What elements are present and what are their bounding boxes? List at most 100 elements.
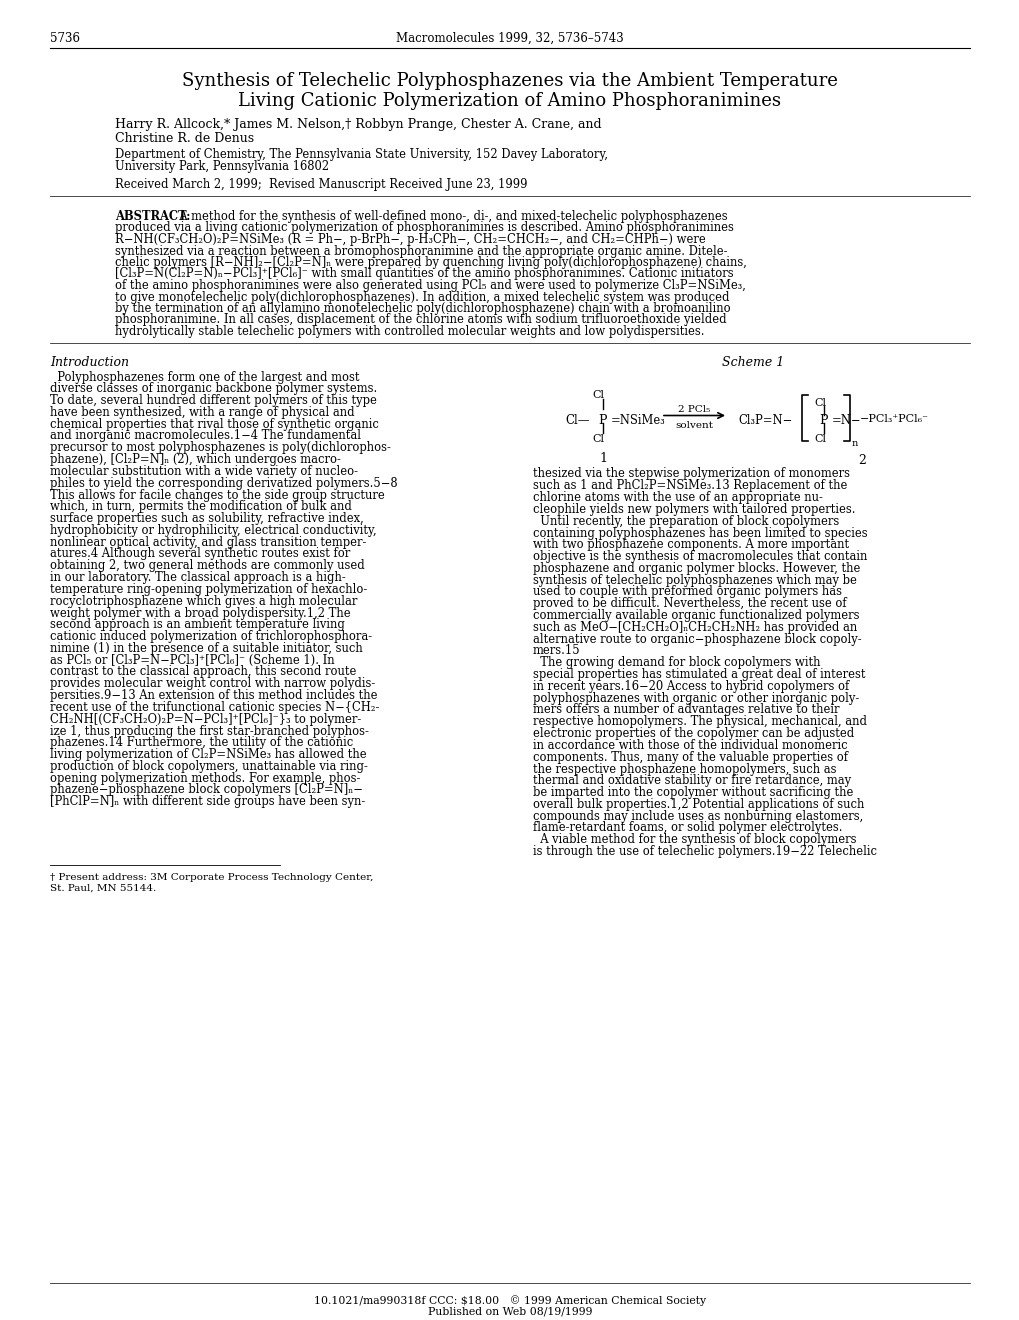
Text: atures.4 Although several synthetic routes exist for: atures.4 Although several synthetic rout…	[50, 548, 350, 561]
Text: R−NH(CF₃CH₂O)₂P=NSiMe₃ (R = Ph−, p-BrPh−, p-H₃CPh−, CH₂=CHCH₂−, and CH₂=CHPh−) w: R−NH(CF₃CH₂O)₂P=NSiMe₃ (R = Ph−, p-BrPh−…	[115, 234, 705, 246]
Text: flame-retardant foams, or solid polymer electrolytes.: flame-retardant foams, or solid polymer …	[533, 821, 842, 834]
Text: obtaining 2, two general methods are commonly used: obtaining 2, two general methods are com…	[50, 560, 365, 573]
Text: with two phosphazene components. A more important: with two phosphazene components. A more …	[533, 539, 848, 552]
Text: Cl: Cl	[591, 391, 603, 400]
Text: [PhClP=N]ₙ with different side groups have been syn-: [PhClP=N]ₙ with different side groups ha…	[50, 795, 365, 808]
Text: Scheme 1: Scheme 1	[721, 356, 784, 370]
Text: molecular substitution with a wide variety of nucleo-: molecular substitution with a wide varie…	[50, 465, 358, 478]
Text: University Park, Pennsylvania 16802: University Park, Pennsylvania 16802	[115, 160, 329, 173]
Text: CH₂NH[(CF₃CH₂O)₂P=N−PCl₃]⁺[PCl₆]⁻}₃ to polymer-: CH₂NH[(CF₃CH₂O)₂P=N−PCl₃]⁺[PCl₆]⁻}₃ to p…	[50, 713, 361, 726]
Text: hydrolytically stable telechelic polymers with controlled molecular weights and : hydrolytically stable telechelic polymer…	[115, 325, 704, 338]
Text: containing polyphosphazenes has been limited to species: containing polyphosphazenes has been lim…	[533, 527, 867, 540]
Text: phazene), [Cl₂P=N]ₙ (2), which undergoes macro-: phazene), [Cl₂P=N]ₙ (2), which undergoes…	[50, 453, 340, 466]
Text: philes to yield the corresponding derivatized polymers.5−8: philes to yield the corresponding deriva…	[50, 477, 397, 490]
Text: second approach is an ambient temperature living: second approach is an ambient temperatur…	[50, 618, 344, 631]
Text: diverse classes of inorganic backbone polymer systems.: diverse classes of inorganic backbone po…	[50, 383, 377, 395]
Text: chelic polymers [R−NH]₂−[Cl₂P=N]ₙ were prepared by quenching living poly(dichlor: chelic polymers [R−NH]₂−[Cl₂P=N]ₙ were p…	[115, 256, 746, 269]
Text: compounds may include uses as nonburning elastomers,: compounds may include uses as nonburning…	[533, 809, 862, 822]
Text: Published on Web 08/19/1999: Published on Web 08/19/1999	[427, 1307, 592, 1317]
Text: 2: 2	[857, 454, 865, 467]
Text: weight polymer with a broad polydispersity.1,2 The: weight polymer with a broad polydispersi…	[50, 606, 351, 619]
Text: persities.9−13 An extension of this method includes the: persities.9−13 An extension of this meth…	[50, 689, 377, 702]
Text: such as 1 and PhCl₂P=NSiMe₃.13 Replacement of the: such as 1 and PhCl₂P=NSiMe₃.13 Replaceme…	[533, 479, 847, 492]
Text: the respective phosphazene homopolymers, such as: the respective phosphazene homopolymers,…	[533, 763, 836, 776]
Text: A method for the synthesis of well-defined mono-, di-, and mixed-telechelic poly: A method for the synthesis of well-defin…	[172, 210, 727, 223]
Text: used to couple with preformed organic polymers has: used to couple with preformed organic po…	[533, 586, 841, 598]
Text: production of block copolymers, unattainable via ring-: production of block copolymers, unattain…	[50, 760, 368, 774]
Text: P: P	[598, 413, 606, 426]
Text: alternative route to organic−phosphazene block copoly-: alternative route to organic−phosphazene…	[533, 632, 861, 645]
Text: chemical properties that rival those of synthetic organic: chemical properties that rival those of …	[50, 417, 378, 430]
Text: [Cl₃P=N(Cl₂P=N)ₙ−PCl₃]⁺[PCl₆]⁻ with small quantities of the amino phosphoranimin: [Cl₃P=N(Cl₂P=N)ₙ−PCl₃]⁺[PCl₆]⁻ with smal…	[115, 268, 733, 281]
Text: in our laboratory. The classical approach is a high-: in our laboratory. The classical approac…	[50, 572, 345, 583]
Text: Macromolecules 1999, 32, 5736–5743: Macromolecules 1999, 32, 5736–5743	[395, 32, 624, 45]
Text: Harry R. Allcock,* James M. Nelson,† Robbyn Prange, Chester A. Crane, and: Harry R. Allcock,* James M. Nelson,† Rob…	[115, 117, 601, 131]
Text: 10.1021/ma990318f CCC: $18.00   © 1999 American Chemical Society: 10.1021/ma990318f CCC: $18.00 © 1999 Ame…	[314, 1295, 705, 1305]
Text: overall bulk properties.1,2 Potential applications of such: overall bulk properties.1,2 Potential ap…	[533, 797, 863, 810]
Text: The growing demand for block copolymers with: The growing demand for block copolymers …	[533, 656, 819, 669]
Text: rocyclotriphosphazene which gives a high molecular: rocyclotriphosphazene which gives a high…	[50, 595, 357, 607]
Text: Polyphosphazenes form one of the largest and most: Polyphosphazenes form one of the largest…	[50, 371, 359, 384]
Text: polyphosphazenes with organic or other inorganic poly-: polyphosphazenes with organic or other i…	[533, 692, 858, 705]
Text: synthesis of telechelic polyphosphazenes which may be: synthesis of telechelic polyphosphazenes…	[533, 574, 856, 586]
Text: thesized via the stepwise polymerization of monomers: thesized via the stepwise polymerization…	[533, 467, 849, 480]
Text: =N−: =N−	[832, 413, 861, 426]
Text: be imparted into the copolymer without sacrificing the: be imparted into the copolymer without s…	[533, 787, 853, 799]
Text: St. Paul, MN 55144.: St. Paul, MN 55144.	[50, 884, 156, 892]
Text: nonlinear optical activity, and glass transition temper-: nonlinear optical activity, and glass tr…	[50, 536, 366, 549]
Text: which, in turn, permits the modification of bulk and: which, in turn, permits the modification…	[50, 500, 352, 513]
Text: recent use of the trifunctional cationic species N−{CH₂-: recent use of the trifunctional cationic…	[50, 701, 379, 714]
Text: thermal and oxidative stability or fire retardance, may: thermal and oxidative stability or fire …	[533, 775, 850, 787]
Text: contrast to the classical approach, this second route: contrast to the classical approach, this…	[50, 665, 356, 678]
Text: † Present address: 3M Corporate Process Technology Center,: † Present address: 3M Corporate Process …	[50, 873, 373, 882]
Text: have been synthesized, with a range of physical and: have been synthesized, with a range of p…	[50, 407, 355, 418]
Text: of the amino phosphoranimines were also generated using PCl₅ and were used to po: of the amino phosphoranimines were also …	[115, 279, 745, 292]
Text: and inorganic macromolecules.1−4 The fundamental: and inorganic macromolecules.1−4 The fun…	[50, 429, 361, 442]
Text: A viable method for the synthesis of block copolymers: A viable method for the synthesis of blo…	[533, 833, 856, 846]
Text: phosphoranimine. In all cases, displacement of the chlorine atoms with sodium tr: phosphoranimine. In all cases, displacem…	[115, 314, 726, 326]
Text: phazenes.14 Furthermore, the utility of the cationic: phazenes.14 Furthermore, the utility of …	[50, 737, 353, 750]
Text: To date, several hundred different polymers of this type: To date, several hundred different polym…	[50, 395, 376, 407]
Text: commercially available organic functionalized polymers: commercially available organic functiona…	[533, 609, 859, 622]
Text: temperature ring-opening polymerization of hexachlo-: temperature ring-opening polymerization …	[50, 583, 367, 595]
Text: phazene−phosphazene block copolymers [Cl₂P=N]ₙ−: phazene−phosphazene block copolymers [Cl…	[50, 784, 363, 796]
Text: Christine R. de Denus: Christine R. de Denus	[115, 132, 254, 145]
Text: 2 PCl₅: 2 PCl₅	[678, 404, 710, 413]
Text: n: n	[851, 438, 857, 447]
Text: Received March 2, 1999;  Revised Manuscript Received June 23, 1999: Received March 2, 1999; Revised Manuscri…	[115, 178, 527, 191]
Text: mers.15: mers.15	[533, 644, 580, 657]
Text: cationic induced polymerization of trichlorophosphora-: cationic induced polymerization of trich…	[50, 630, 372, 643]
Text: opening polymerization methods. For example, phos-: opening polymerization methods. For exam…	[50, 772, 360, 784]
Text: objective is the synthesis of macromolecules that contain: objective is the synthesis of macromolec…	[533, 550, 866, 564]
Text: Cl₃P=N−: Cl₃P=N−	[738, 413, 792, 426]
Text: Department of Chemistry, The Pennsylvania State University, 152 Davey Laboratory: Department of Chemistry, The Pennsylvani…	[115, 148, 607, 161]
Text: −PCl₃⁺PCl₆⁻: −PCl₃⁺PCl₆⁻	[859, 413, 928, 424]
Text: 5736: 5736	[50, 32, 79, 45]
Text: proved to be difficult. Nevertheless, the recent use of: proved to be difficult. Nevertheless, th…	[533, 597, 846, 610]
Text: produced via a living cationic polymerization of phosphoranimines is described. : produced via a living cationic polymeriz…	[115, 222, 733, 235]
Text: chlorine atoms with the use of an appropriate nu-: chlorine atoms with the use of an approp…	[533, 491, 822, 504]
Text: in recent years.16−20 Access to hybrid copolymers of: in recent years.16−20 Access to hybrid c…	[533, 680, 849, 693]
Text: is through the use of telechelic polymers.19−22 Telechelic: is through the use of telechelic polymer…	[533, 845, 876, 858]
Text: ize 1, thus producing the first star-branched polyphos-: ize 1, thus producing the first star-bra…	[50, 725, 369, 738]
Text: Living Cationic Polymerization of Amino Phosphoranimines: Living Cationic Polymerization of Amino …	[238, 92, 781, 110]
Text: provides molecular weight control with narrow polydis-: provides molecular weight control with n…	[50, 677, 375, 690]
Text: =NSiMe₃: =NSiMe₃	[610, 413, 665, 426]
Text: electronic properties of the copolymer can be adjusted: electronic properties of the copolymer c…	[533, 727, 854, 741]
Text: cleophile yields new polymers with tailored properties.: cleophile yields new polymers with tailo…	[533, 503, 855, 516]
Text: solvent: solvent	[675, 421, 713, 429]
Text: components. Thus, many of the valuable properties of: components. Thus, many of the valuable p…	[533, 751, 847, 764]
Text: mers offers a number of advantages relative to their: mers offers a number of advantages relat…	[533, 704, 839, 717]
Text: Cl—: Cl—	[565, 413, 589, 426]
Text: nimine (1) in the presence of a suitable initiator, such: nimine (1) in the presence of a suitable…	[50, 642, 363, 655]
Text: hydrophobicity or hydrophilicity, electrical conductivity,: hydrophobicity or hydrophilicity, electr…	[50, 524, 376, 537]
Text: Introduction: Introduction	[50, 356, 128, 370]
Text: Cl: Cl	[591, 433, 603, 444]
Text: living polymerization of Cl₂P=NSiMe₃ has allowed the: living polymerization of Cl₂P=NSiMe₃ has…	[50, 748, 366, 762]
Text: ABSTRACT:: ABSTRACT:	[115, 210, 191, 223]
Text: precursor to most polyphosphazenes is poly(dichlorophos-: precursor to most polyphosphazenes is po…	[50, 441, 390, 454]
Text: special properties has stimulated a great deal of interest: special properties has stimulated a grea…	[533, 668, 865, 681]
Text: as PCl₅ or [Cl₃P=N−PCl₃]⁺[PCl₆]⁻ (Scheme 1). In: as PCl₅ or [Cl₃P=N−PCl₃]⁺[PCl₆]⁻ (Scheme…	[50, 653, 334, 667]
Text: by the termination of an allylamino monotelechelic poly(dichlorophosphazene) cha: by the termination of an allylamino mono…	[115, 302, 730, 315]
Text: respective homopolymers. The physical, mechanical, and: respective homopolymers. The physical, m…	[533, 715, 866, 729]
